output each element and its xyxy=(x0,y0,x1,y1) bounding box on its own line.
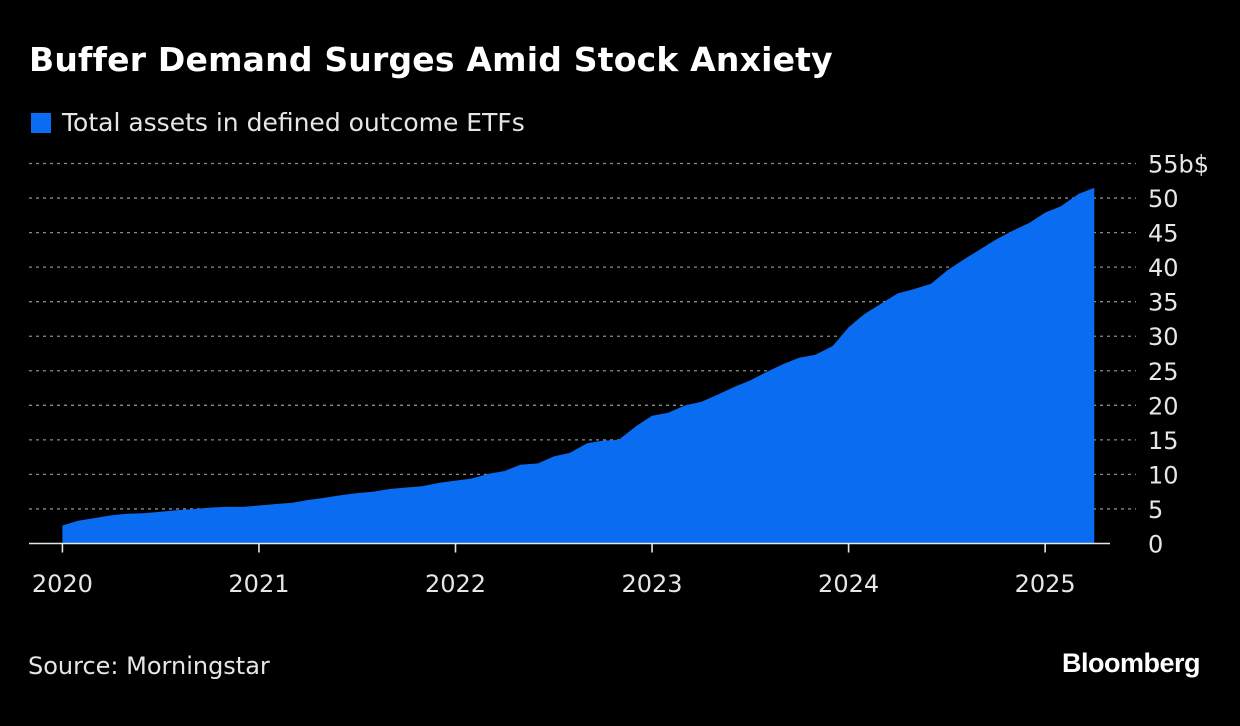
legend: Total assets in defined outcome ETFs xyxy=(31,108,525,137)
y-tick-label-20: 20 xyxy=(1148,392,1179,420)
legend-swatch xyxy=(31,112,51,133)
x-tick-label-2021: 2021 xyxy=(228,570,289,598)
y-tick-label-45: 45 xyxy=(1148,220,1179,248)
y-tick-label-0: 0 xyxy=(1148,531,1163,559)
y-tick-label-50: 50 xyxy=(1148,185,1179,213)
x-tick-label-2022: 2022 xyxy=(425,570,486,598)
x-tick-label-2025: 2025 xyxy=(1015,570,1076,598)
y-tick-label-35: 35 xyxy=(1148,289,1179,317)
chart-title: Buffer Demand Surges Amid Stock Anxiety xyxy=(29,40,833,79)
legend-label: Total assets in defined outcome ETFs xyxy=(62,108,525,137)
y-tick-label-55: 55b$ xyxy=(1148,151,1209,179)
x-tick-label-2020: 2020 xyxy=(32,570,93,598)
bloomberg-logo: Bloomberg xyxy=(1061,648,1201,678)
series-area-defined-outcome-etfs xyxy=(62,187,1095,544)
gridlines xyxy=(29,162,1136,510)
y-tick-label-10: 10 xyxy=(1148,461,1179,489)
x-tick-label-2023: 2023 xyxy=(622,570,683,598)
y-tick-label-25: 25 xyxy=(1148,358,1179,386)
source-note: Source: Morningstar xyxy=(28,652,270,680)
axes xyxy=(29,542,1110,553)
y-tick-label-30: 30 xyxy=(1148,323,1179,351)
y-tick-label-15: 15 xyxy=(1148,427,1179,455)
y-tick-label-5: 5 xyxy=(1148,496,1163,524)
x-tick-label-2024: 2024 xyxy=(818,570,879,598)
y-tick-label-40: 40 xyxy=(1148,254,1179,282)
plot-area xyxy=(62,187,1095,544)
